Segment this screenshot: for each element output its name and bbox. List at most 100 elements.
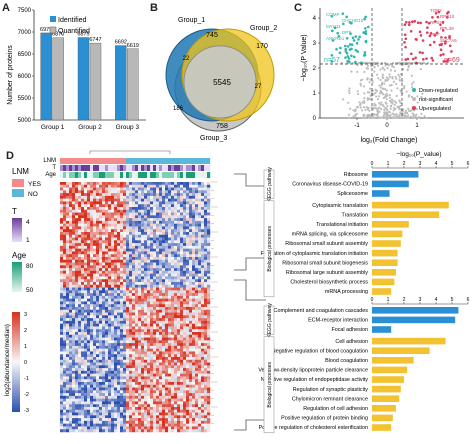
heatmap-cell xyxy=(60,357,64,361)
heatmap-cell xyxy=(63,223,67,227)
panel-letter-d: D xyxy=(6,150,14,162)
volcano-point-ns xyxy=(369,78,372,81)
heatmap-cell xyxy=(72,390,76,394)
heatmap-cell xyxy=(141,323,145,327)
heatmap-cell xyxy=(63,404,67,408)
heatmap-cell xyxy=(90,329,94,333)
heatmap-cell xyxy=(138,395,142,399)
volcano-ytick-label: 2 xyxy=(313,66,317,72)
heatmap-cell xyxy=(123,279,127,283)
heatmap-cell xyxy=(120,293,124,297)
heatmap-cell xyxy=(129,184,133,188)
volcano-point-down xyxy=(335,48,338,51)
heatmap-cell xyxy=(129,295,133,299)
heatmap-cell xyxy=(147,190,151,194)
heatmap-cell xyxy=(207,248,211,252)
heatmap-cell xyxy=(186,401,190,405)
heatmap-cell xyxy=(147,257,151,261)
heatmap-cell xyxy=(159,251,163,255)
heatmap-cell xyxy=(114,354,118,358)
heatmap-cell xyxy=(84,293,88,297)
heatmap-cell xyxy=(150,340,154,344)
heatmap-cell xyxy=(165,193,169,197)
volcano-point-down xyxy=(350,47,353,51)
heatmap-cell xyxy=(132,218,136,222)
heatmap-cell xyxy=(126,401,130,405)
heatmap-cell xyxy=(204,384,208,388)
heatmap-cell xyxy=(81,318,85,322)
heatmap-cell xyxy=(60,234,64,238)
heatmap-cell xyxy=(198,201,202,205)
heatmap-cell xyxy=(186,395,190,399)
heatmap-cell xyxy=(144,293,148,297)
heatmap-cell xyxy=(111,270,115,274)
volcano-point-up xyxy=(404,45,407,49)
heatmap-cell xyxy=(195,373,199,377)
heatmap-cell xyxy=(159,315,163,319)
heatmap-cell xyxy=(105,243,109,247)
heatmap-cell xyxy=(141,234,145,238)
heatmap-cell xyxy=(177,315,181,319)
volcano-ylabel: −log₁₀(P Value) xyxy=(301,34,308,81)
annot-age-cell xyxy=(81,172,85,178)
heatmap-cell xyxy=(81,243,85,247)
volcano-point-up xyxy=(448,35,451,38)
heatmap-cell xyxy=(171,309,175,313)
heatmap-cell xyxy=(204,307,208,311)
heatmap-cell xyxy=(117,268,121,272)
heatmap-cell xyxy=(120,320,124,324)
volcano-point-ns xyxy=(373,70,376,73)
heatmap-cell xyxy=(174,387,178,391)
heatmap-cell xyxy=(201,234,205,238)
heatmap-cell xyxy=(90,215,94,219)
heatmap-cell xyxy=(141,368,145,372)
heatmap-cell xyxy=(174,229,178,233)
heatmap-cell xyxy=(84,287,88,291)
annot-age-cell xyxy=(87,172,91,178)
volcano-point-ns xyxy=(377,77,380,80)
heatmap-cell xyxy=(150,312,154,316)
heatmap-cell xyxy=(138,362,142,366)
annot-lnm-cell xyxy=(174,158,178,164)
heatmap-cell xyxy=(162,223,166,227)
heatmap-cell xyxy=(165,273,169,277)
heatmap-cell xyxy=(159,273,163,277)
heatmap-cell xyxy=(120,270,124,274)
heatmap-cell xyxy=(93,212,97,216)
heatmap-cell xyxy=(96,315,100,319)
heatmap-cell xyxy=(108,218,112,222)
heatmap-cell xyxy=(96,218,100,222)
heatmap-cell xyxy=(96,404,100,408)
heatmap-cell xyxy=(144,226,148,230)
heatmap-cell xyxy=(159,254,163,258)
heatmap-cell xyxy=(87,298,91,302)
heatmap-cell xyxy=(72,223,76,227)
volcano-point-down xyxy=(350,43,354,47)
heatmap-cell xyxy=(150,204,154,208)
heatmap-cell xyxy=(201,226,205,230)
heatmap-cell xyxy=(144,251,148,255)
heatmap-cell xyxy=(84,220,88,224)
volcano-point-down xyxy=(360,61,363,64)
heatmap-cell xyxy=(126,223,130,227)
heatmap-cell xyxy=(102,232,106,236)
heatmap-cell xyxy=(99,379,103,383)
heatmap-cell xyxy=(93,337,97,341)
heatmap-cell xyxy=(207,220,211,224)
heatmap-cell xyxy=(183,259,187,263)
heatmap-cell xyxy=(117,212,121,216)
annot-t-cell xyxy=(189,165,193,171)
heatmap-cell xyxy=(105,259,109,263)
annot-lnm-cell xyxy=(201,158,205,164)
heatmap-cell xyxy=(195,384,199,388)
heatmap-cell xyxy=(93,254,97,258)
heatmap-cell xyxy=(147,276,151,280)
heatmap-cell xyxy=(159,293,163,297)
annot-t-cell xyxy=(177,165,181,171)
heatmap-cell xyxy=(66,290,70,294)
heatmap-cell xyxy=(75,243,79,247)
heatmap-cell xyxy=(162,298,166,302)
heatmap-cell xyxy=(132,290,136,294)
heatmap-cell xyxy=(120,262,124,266)
heatmap-cell xyxy=(114,295,118,299)
